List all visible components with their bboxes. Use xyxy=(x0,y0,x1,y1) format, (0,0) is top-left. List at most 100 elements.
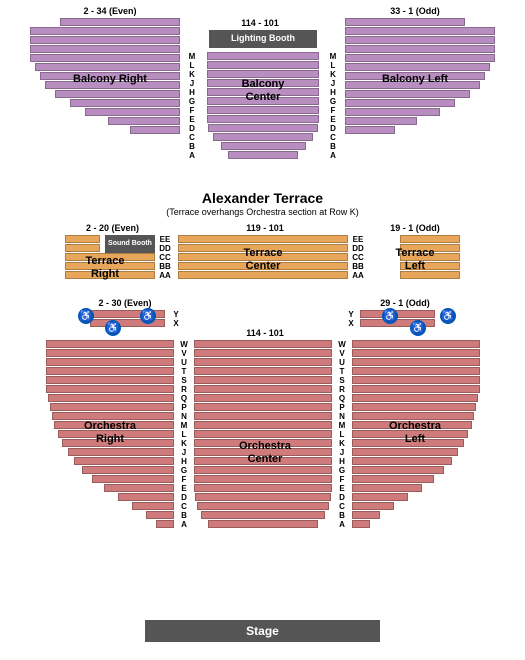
seat-row xyxy=(65,244,100,252)
seat-row xyxy=(207,70,319,78)
balcony-right-section[interactable] xyxy=(25,18,180,134)
terrace-center-range: 119 - 101 xyxy=(215,223,315,233)
seat-row xyxy=(352,394,478,402)
seat-row xyxy=(46,358,174,366)
seat-row xyxy=(146,511,174,519)
seat-row xyxy=(178,244,348,252)
seat-row xyxy=(46,340,174,348)
seat-row xyxy=(65,253,155,261)
seat-row xyxy=(194,484,332,492)
terrace-left-section[interactable] xyxy=(370,235,460,279)
seat-row xyxy=(345,27,495,35)
seat-row xyxy=(352,412,474,420)
terrace-rows-right: EEDDCCBBAA xyxy=(352,235,364,280)
orchestra-center-section[interactable] xyxy=(194,340,332,528)
seat-row xyxy=(221,142,306,150)
balcony-rows-right-of-center: MLKJHGFEDCBA xyxy=(327,52,339,160)
wheelchair-icon: ♿ xyxy=(440,308,456,324)
terrace-center-section[interactable] xyxy=(178,235,348,279)
seat-row xyxy=(194,457,332,465)
seat-row xyxy=(352,466,444,474)
seat-row xyxy=(156,520,174,528)
seat-row xyxy=(352,340,480,348)
seat-row xyxy=(213,133,313,141)
seat-row xyxy=(68,448,174,456)
orchestra-rows-top-r: YX xyxy=(345,310,357,328)
wheelchair-icon: ♿ xyxy=(140,308,156,324)
seat-row xyxy=(345,117,417,125)
seat-row xyxy=(194,358,332,366)
seat-row xyxy=(194,430,332,438)
orchestra-right-section[interactable] xyxy=(40,340,174,528)
seat-row xyxy=(207,61,319,69)
seat-row xyxy=(60,18,180,26)
seat-row xyxy=(352,385,480,393)
seat-row xyxy=(195,493,331,501)
seat-row xyxy=(207,79,319,87)
wheelchair-icon: ♿ xyxy=(410,320,426,336)
seat-row xyxy=(345,81,480,89)
seat-row xyxy=(48,394,174,402)
seat-row xyxy=(352,457,452,465)
seat-row xyxy=(400,235,460,243)
seat-row xyxy=(62,439,174,447)
seat-row xyxy=(194,412,332,420)
seat-row xyxy=(352,484,422,492)
seat-row xyxy=(345,126,395,134)
terrace-right-section[interactable] xyxy=(65,235,155,279)
seat-row xyxy=(352,349,480,357)
seat-row xyxy=(65,235,100,243)
stage: Stage xyxy=(145,620,380,642)
balcony-rows-left-of-center: MLKJHGFEDCBA xyxy=(186,52,198,160)
seat-row xyxy=(132,502,174,510)
wheelchair-icon: ♿ xyxy=(382,308,398,324)
terrace-subtitle: (Terrace overhangs Orchestra section at … xyxy=(0,207,525,217)
seat-row xyxy=(207,115,319,123)
seat-row xyxy=(345,72,485,80)
orchestra-right-range: 2 - 30 (Even) xyxy=(75,298,175,308)
seat-row xyxy=(208,520,318,528)
seat-row xyxy=(345,36,495,44)
balcony-left-section[interactable] xyxy=(345,18,500,134)
seat-row xyxy=(207,106,319,114)
seat-row xyxy=(46,349,174,357)
seat-row xyxy=(400,262,460,270)
seat-row xyxy=(30,36,180,44)
seat-row xyxy=(345,108,440,116)
seat-row xyxy=(352,511,380,519)
seat-row xyxy=(178,262,348,270)
seat-row xyxy=(345,45,495,53)
seat-row xyxy=(197,502,329,510)
seat-row xyxy=(352,448,458,456)
orchestra-left-top[interactable] xyxy=(360,310,440,327)
wheelchair-icon: ♿ xyxy=(78,308,94,324)
seat-row xyxy=(400,271,460,279)
seat-row xyxy=(74,457,174,465)
seat-row xyxy=(52,412,174,420)
seat-row xyxy=(50,403,174,411)
balcony-right-range: 2 - 34 (Even) xyxy=(50,6,170,16)
balcony-center-range: 114 - 101 xyxy=(210,18,310,28)
seat-row xyxy=(352,493,408,501)
orchestra-rows-top-l: YX xyxy=(170,310,182,328)
seat-row xyxy=(70,99,180,107)
orchestra-left-section[interactable] xyxy=(352,340,486,528)
orchestra-left-range: 29 - 1 (Odd) xyxy=(355,298,455,308)
seat-row xyxy=(352,367,480,375)
seat-row xyxy=(352,439,464,447)
balcony-center-section[interactable] xyxy=(206,52,320,159)
seat-row xyxy=(352,502,394,510)
seat-row xyxy=(345,99,455,107)
seat-row xyxy=(228,151,298,159)
seat-row xyxy=(85,108,180,116)
seat-row xyxy=(352,376,480,384)
seat-row xyxy=(92,475,174,483)
seat-row xyxy=(104,484,174,492)
seat-row xyxy=(194,394,332,402)
seat-row xyxy=(345,90,470,98)
seat-row xyxy=(35,63,180,71)
seat-row xyxy=(108,117,180,125)
seat-row xyxy=(40,72,180,80)
seat-row xyxy=(194,466,332,474)
seat-row xyxy=(208,124,318,132)
